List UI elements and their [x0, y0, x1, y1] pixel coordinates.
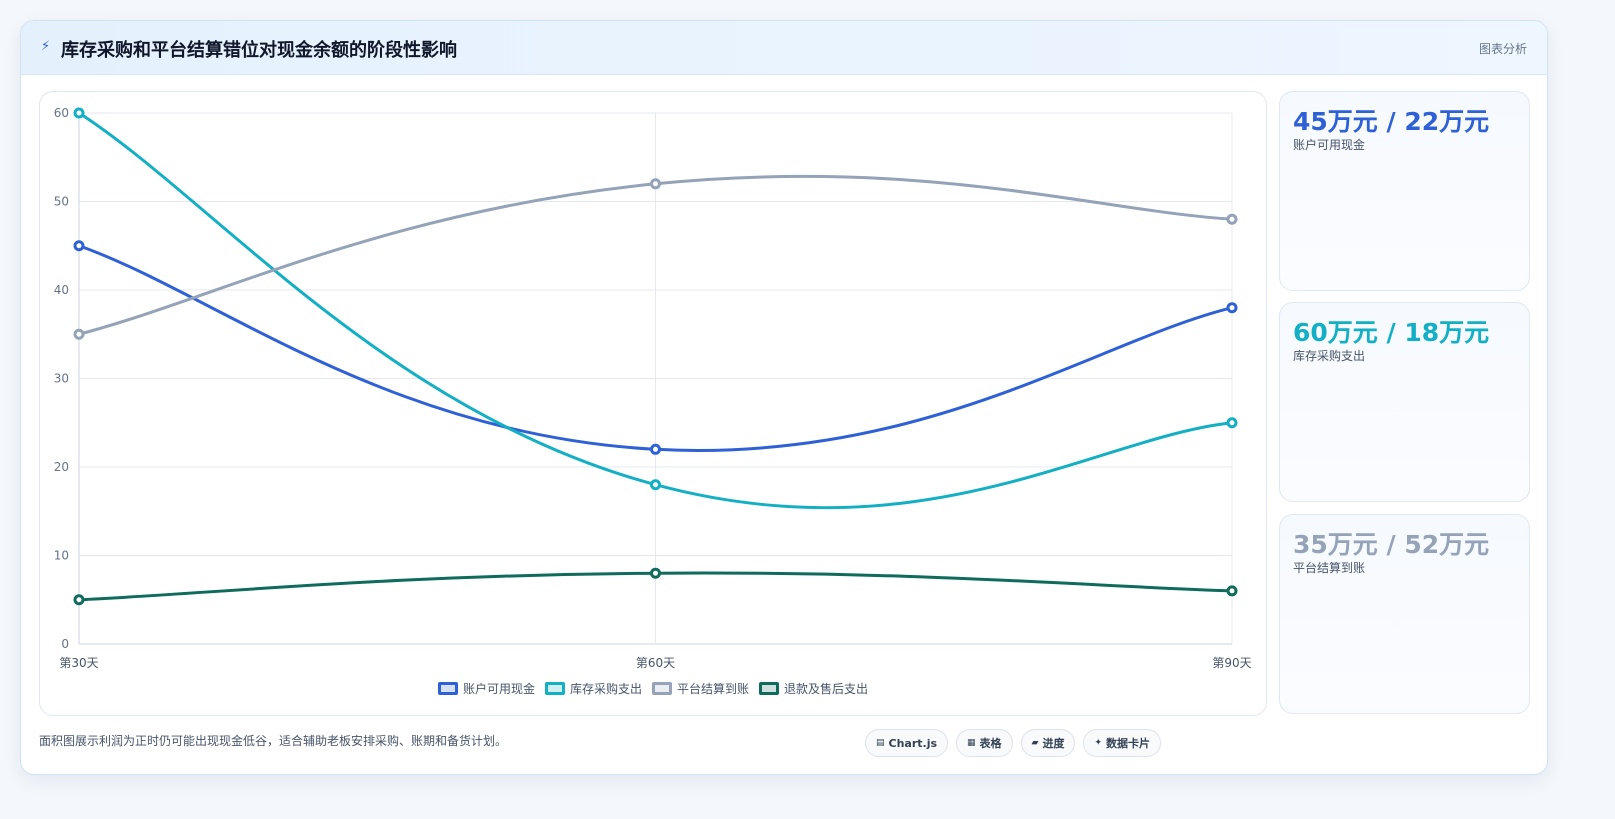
chip-label: 表格 [979, 737, 1002, 750]
data-point [1226, 213, 1238, 225]
legend-item[interactable]: 账户可用现金 [437, 680, 535, 697]
legend-label: 平台结算到账 [677, 682, 750, 696]
stat-value: 35万元 / 52万元 [1293, 530, 1490, 559]
lightning-icon: ⚡ [41, 39, 51, 54]
chip-label: Chart.js [888, 736, 938, 750]
data-point [73, 594, 85, 606]
chart-analysis-link[interactable]: 图表分析 [1478, 42, 1527, 56]
y-tick-label: 10 [54, 549, 69, 563]
data-point [73, 107, 85, 119]
card-title: 库存采购和平台结算错位对现金余额的阶段性影响 [61, 40, 457, 61]
chart-legend: 账户可用现金 库存采购支出 平台结算到账 退款及售后支出 [40, 680, 1266, 697]
stat-card-cash: 45万元 / 22万元 账户可用现金 [1279, 91, 1530, 291]
data-point [1226, 302, 1238, 314]
x-tick-label: 第90天 [1212, 656, 1251, 670]
y-tick-label: 20 [54, 460, 69, 474]
chip-label: 进度 [1042, 737, 1065, 750]
chip-label: 数据卡片 [1106, 737, 1151, 750]
y-tick-label: 0 [61, 637, 69, 651]
view-chips: ▤ Chart.js ▦ 表格 ▰ 进度 ✦ 数据卡片 [865, 729, 1162, 757]
legend-item[interactable]: 库存采购支出 [544, 680, 642, 697]
legend-item[interactable]: 退款及售后支出 [759, 680, 868, 697]
legend-item[interactable]: 平台结算到账 [652, 680, 749, 697]
stat-label: 平台结算到账 [1293, 561, 1366, 575]
card-header: ⚡ 库存采购和平台结算错位对现金余额的阶段性影响 图表分析 [21, 21, 1547, 75]
stat-label: 账户可用现金 [1293, 138, 1366, 152]
y-tick-label: 30 [54, 372, 69, 386]
data-point [1226, 585, 1238, 597]
chart-panel: 0 10 20 30 40 50 60 第30天 第60天 第90天 账户可用现金 库存采购支出 平台… [39, 91, 1267, 716]
legend-label: 账户可用现金 [462, 682, 535, 696]
data-point [650, 443, 661, 455]
data-point [650, 479, 661, 491]
x-tick-label: 第30天 [59, 656, 98, 670]
data-point [73, 240, 85, 252]
y-tick-label: 60 [54, 106, 69, 120]
legend-label: 库存采购支出 [569, 682, 642, 696]
data-point [73, 328, 85, 340]
chip-chartjs[interactable]: ▤ Chart.js [865, 729, 949, 757]
data-point [1226, 417, 1238, 429]
stat-value: 45万元 / 22万元 [1293, 107, 1490, 136]
data-point [650, 567, 661, 579]
stat-label: 库存采购支出 [1293, 349, 1366, 363]
y-tick-label: 50 [54, 195, 69, 209]
legend-swatch [437, 682, 458, 695]
chart-card: ⚡ 库存采购和平台结算错位对现金余额的阶段性影响 图表分析 0 10 20 30 40 5… [20, 20, 1548, 775]
chart-icon: ▤ [876, 738, 885, 748]
legend-swatch [652, 682, 672, 695]
card-icon: ✦ [1094, 738, 1103, 748]
data-point [650, 178, 661, 190]
chip-progress[interactable]: ▰ 进度 [1020, 729, 1076, 757]
legend-swatch [759, 682, 780, 695]
line-chart: 0 10 20 30 40 50 60 第30天 第60天 第90天 [54, 106, 1252, 670]
stat-card-settlement: 35万元 / 52万元 平台结算到账 [1279, 514, 1530, 714]
stat-card-purchase: 60万元 / 18万元 库存采购支出 [1279, 302, 1530, 502]
legend-swatch [544, 682, 565, 695]
stat-value: 60万元 / 18万元 [1293, 318, 1490, 347]
chip-table[interactable]: ▦ 表格 [956, 729, 1013, 757]
y-tick-label: 40 [54, 283, 69, 297]
chart-footnote: 面积图展示利润为正时仍可能出现现金低谷，适合辅助老板安排采购、账期和备货计划。 [39, 734, 508, 748]
x-tick-label: 第60天 [636, 656, 675, 670]
progress-icon: ▰ [1031, 738, 1039, 748]
table-icon: ▦ [967, 738, 976, 748]
chip-data-cards[interactable]: ✦ 数据卡片 [1083, 729, 1162, 757]
legend-label: 退款及售后支出 [784, 682, 869, 696]
